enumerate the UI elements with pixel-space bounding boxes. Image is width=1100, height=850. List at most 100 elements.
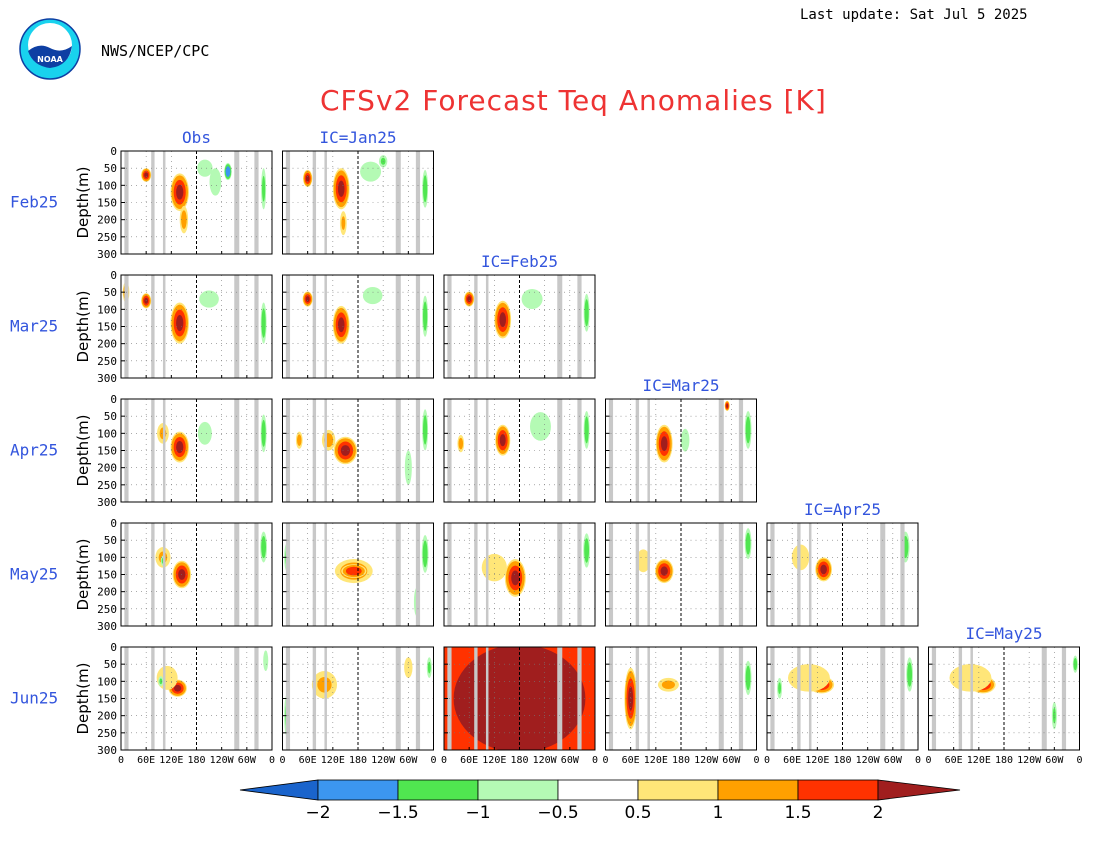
- y-tick-label: 0: [110, 393, 117, 406]
- y-tick-label: 50: [104, 162, 117, 175]
- anomaly-contour: [681, 428, 690, 452]
- anomaly-contour: [584, 299, 589, 327]
- anomaly-contour: [423, 175, 428, 203]
- x-tick-label: 0: [602, 755, 608, 766]
- land-mask: [474, 399, 478, 502]
- y-tick-label: 300: [97, 496, 117, 509]
- y-axis-label: Depth(m): [74, 290, 92, 362]
- land-mask: [312, 151, 317, 254]
- anomaly-contour: [745, 665, 751, 691]
- y-tick-label: 300: [97, 620, 117, 633]
- anomaly-contour: [778, 682, 782, 695]
- anomaly-contour: [173, 684, 182, 692]
- land-mask: [162, 523, 166, 626]
- land-mask: [162, 399, 166, 502]
- land-mask: [635, 647, 640, 750]
- panel-apr25-col2: [443, 398, 596, 503]
- x-tick-label: 60E: [783, 755, 801, 766]
- column-title: IC=Jan25: [319, 128, 396, 147]
- anomaly-contour: [423, 415, 428, 445]
- y-tick-label: 300: [97, 248, 117, 261]
- y-axis-label: Depth(m): [74, 414, 92, 486]
- land-mask: [647, 647, 650, 750]
- x-tick-label: 0: [764, 755, 770, 766]
- panel-apr25-col3: [605, 398, 757, 503]
- colorbar-label: −1.5: [377, 803, 418, 823]
- anomaly-contour: [907, 662, 913, 687]
- land-mask: [485, 275, 489, 378]
- land-mask: [151, 399, 155, 502]
- anomaly-contour: [1073, 658, 1078, 671]
- x-tick-label: 120E: [805, 755, 829, 766]
- panel-feb25-col1: [282, 150, 434, 255]
- y-tick-label: 200: [97, 462, 117, 475]
- panel-jun25-col3: 0 60E 120E 180 120W 60W 0: [602, 646, 760, 766]
- y-tick-label: 100: [97, 551, 117, 564]
- x-tick-label: 60E: [137, 755, 155, 766]
- row-label: May25: [10, 565, 58, 584]
- anomaly-contour: [745, 532, 751, 555]
- x-tick-label: 180: [349, 755, 367, 766]
- colorbar-bin: [637, 779, 719, 801]
- noaa-logo: NOAA: [19, 18, 81, 80]
- land-mask: [635, 523, 640, 626]
- y-tick-label: 250: [97, 231, 117, 244]
- panel-jun25-col0: 0 50 100 150 200 250 300 Depth(m) Jun25 0 60E 120E 1…: [10, 641, 275, 766]
- anomaly-contour: [423, 301, 428, 331]
- y-tick-label: 200: [97, 338, 117, 351]
- x-tick-label: 180: [672, 755, 690, 766]
- colorbar-bin: [717, 779, 799, 801]
- land-mask: [485, 399, 489, 502]
- anomaly-contour: [337, 317, 345, 333]
- x-tick-label: 120W: [210, 755, 235, 766]
- x-tick-label: 180: [510, 755, 528, 766]
- land-mask: [162, 151, 166, 254]
- land-mask: [162, 647, 166, 750]
- anomaly-contour: [199, 290, 219, 308]
- x-tick-label: 0: [441, 755, 447, 766]
- anomaly-contour: [305, 175, 310, 182]
- x-tick-label: 60E: [622, 755, 640, 766]
- anomaly-contour: [422, 540, 428, 568]
- land-mask: [151, 151, 155, 254]
- colorbar-bin: [397, 779, 479, 801]
- land-mask: [635, 399, 640, 502]
- panel-jun25-col4: 0 60E 120E 180 120W 60W 0: [764, 646, 921, 766]
- land-mask: [485, 647, 489, 750]
- colorbar-bin: [797, 779, 879, 801]
- x-tick-label: 60E: [460, 755, 478, 766]
- anomaly-contour: [159, 678, 163, 685]
- land-mask: [474, 275, 478, 378]
- land-mask: [324, 647, 327, 750]
- land-mask: [312, 523, 317, 626]
- colorbar-bin: [477, 779, 559, 801]
- y-tick-label: 300: [97, 372, 117, 385]
- column-title: Obs: [182, 128, 211, 147]
- x-tick-label: 120E: [482, 755, 506, 766]
- x-tick-label: 120E: [644, 755, 668, 766]
- colorbar-bin: [557, 779, 639, 801]
- panel-jun25-col1: 0 60E 120E 180 120W 60W 0: [279, 646, 437, 766]
- y-tick-label: 100: [97, 303, 117, 316]
- land-mask: [162, 275, 166, 378]
- land-mask: [151, 523, 155, 626]
- land-mask: [324, 523, 327, 626]
- chart-title: CFSv2 Forecast Teq Anomalies [K]: [320, 84, 827, 117]
- anomaly-contour: [345, 566, 362, 576]
- land-mask: [324, 151, 327, 254]
- land-mask: [970, 647, 973, 750]
- land-mask: [324, 399, 327, 502]
- anomaly-contour: [225, 166, 231, 177]
- y-tick-label: 200: [97, 214, 117, 227]
- anomaly-contour: [340, 445, 351, 456]
- y-tick-label: 250: [97, 727, 117, 740]
- x-tick-label: 180: [833, 755, 851, 766]
- colorbar-bin: [877, 779, 961, 801]
- anomaly-contour: [499, 434, 506, 447]
- y-tick-label: 0: [110, 517, 117, 530]
- row-label: Jun25: [10, 689, 58, 708]
- anomaly-contour: [262, 175, 266, 202]
- x-tick-label: 180: [187, 755, 205, 766]
- y-tick-label: 0: [110, 145, 117, 158]
- anomaly-contour: [745, 416, 751, 444]
